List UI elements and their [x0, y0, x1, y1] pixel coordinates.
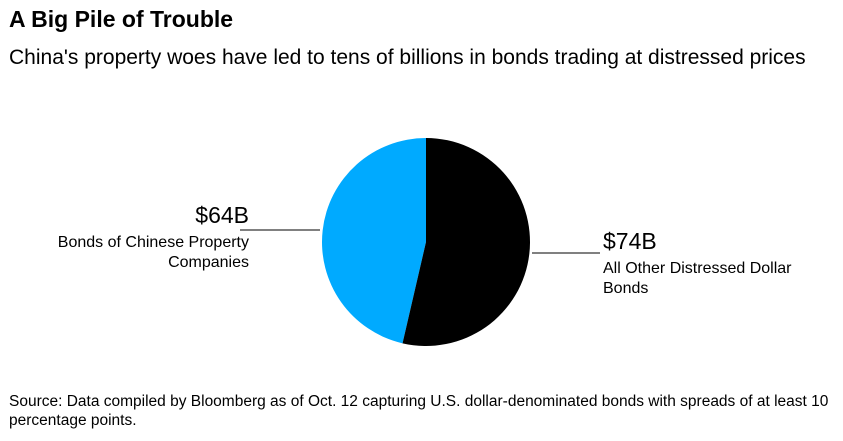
slice-label-property: Bonds of Chinese Property Companies [57, 234, 249, 271]
slice-label-other: All Other Distressed Dollar Bonds [603, 260, 792, 297]
value-label-other: $74B [603, 228, 657, 254]
source-note: Source: Data compiled by Bloomberg as of… [9, 393, 829, 429]
pie-slice-0 [402, 138, 530, 346]
chart-title: A Big Pile of Trouble [9, 6, 234, 32]
pie-slice-1 [321, 138, 426, 344]
chart-subtitle: China's property woes have led to tens o… [9, 46, 806, 69]
value-label-property: $64B [195, 202, 249, 228]
